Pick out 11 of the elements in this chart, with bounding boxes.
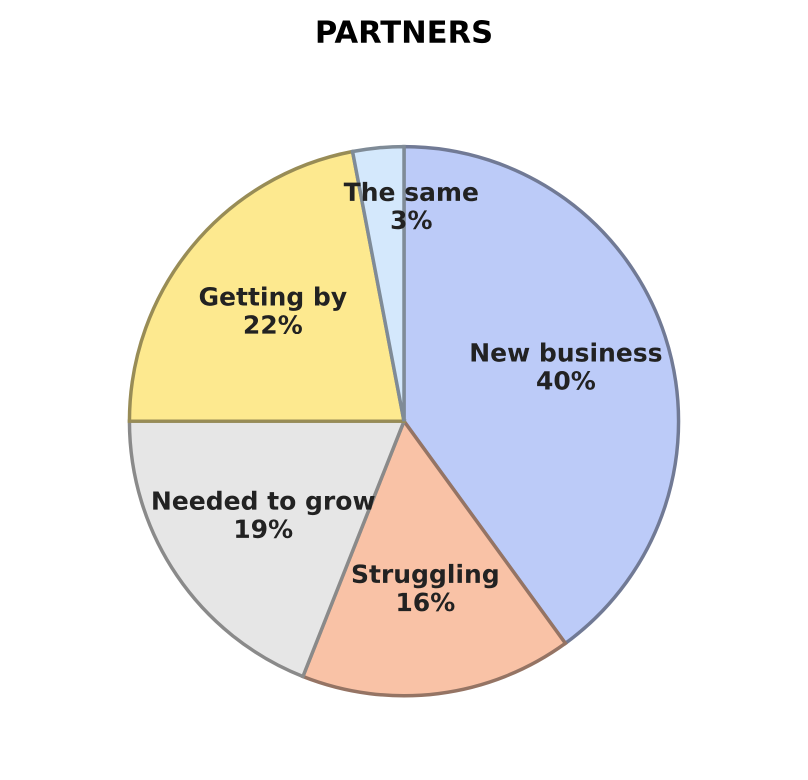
data-label: 16% [398, 592, 454, 612]
data-label: 19% [236, 519, 292, 538]
slice-label: The same [344, 182, 478, 202]
data-label: 40% [537, 370, 596, 390]
data-label: 3% [392, 210, 432, 230]
slice-label: Struggling [352, 564, 498, 588]
slice-label: Needed to grow [153, 490, 375, 516]
slice-label: Getting by [200, 286, 347, 311]
slice-label: New business [472, 342, 662, 362]
chart-title: PARTNERS [318, 20, 491, 44]
data-label: 22% [244, 315, 302, 334]
